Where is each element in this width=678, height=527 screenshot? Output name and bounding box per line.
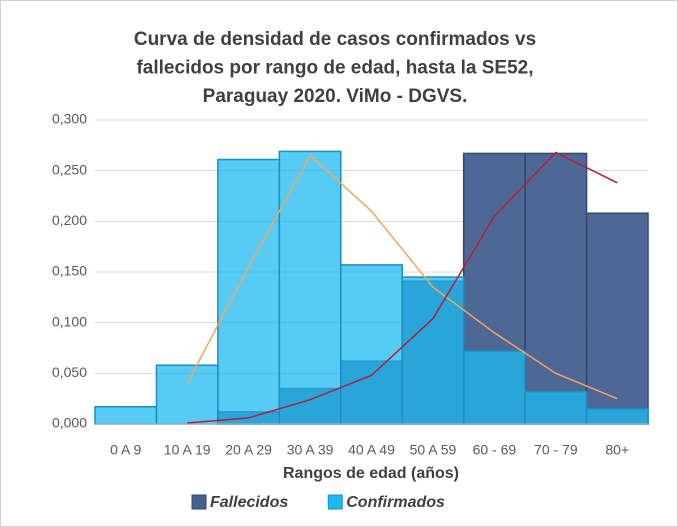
bar — [278, 150, 342, 425]
y-tick-label: 0,050 — [52, 364, 87, 380]
legend-label: Confirmados — [346, 494, 445, 511]
y-tick-label: 0,300 — [52, 111, 87, 127]
bar — [340, 264, 403, 425]
bar — [585, 212, 649, 425]
legend-swatch — [327, 494, 343, 510]
line — [186, 154, 618, 400]
legend-label: Fallecidos — [210, 494, 288, 511]
line — [187, 151, 618, 424]
bar — [155, 364, 219, 425]
bar — [524, 152, 588, 425]
chart-title: Paraguay 2020. ViMo - DGVS. — [203, 86, 468, 107]
x-tick-label: 0 A 9 — [110, 442, 141, 458]
bar — [94, 406, 158, 425]
y-tick-label: 0,100 — [52, 313, 87, 329]
chart-title: fallecidos por rango de edad, hasta la S… — [136, 58, 533, 79]
chart-title: Curva de densidad de casos confirmados v… — [134, 29, 536, 50]
x-tick-label: 50 A 59 — [410, 442, 457, 458]
y-tick-label: 0,200 — [52, 212, 87, 228]
bar — [524, 390, 588, 425]
legend-swatch — [191, 494, 207, 510]
bar — [217, 158, 281, 425]
x-tick-label: 60 - 69 — [473, 442, 517, 458]
x-tick-label: 20 A 29 — [225, 442, 272, 458]
bar — [462, 350, 526, 425]
x-axis-title: Rangos de edad (años) — [283, 465, 459, 482]
x-tick-label: 10 A 19 — [164, 442, 211, 458]
bar — [585, 408, 649, 425]
x-tick-label: 80+ — [605, 442, 629, 458]
x-tick-label: 70 - 79 — [534, 442, 578, 458]
y-tick-label: 0,150 — [52, 263, 87, 279]
x-tick-label: 30 A 39 — [287, 442, 334, 458]
x-tick-label: 40 A 49 — [348, 442, 395, 458]
y-tick-label: 0,250 — [52, 161, 87, 177]
bar — [401, 276, 465, 425]
y-tick-label: 0,000 — [52, 415, 87, 431]
